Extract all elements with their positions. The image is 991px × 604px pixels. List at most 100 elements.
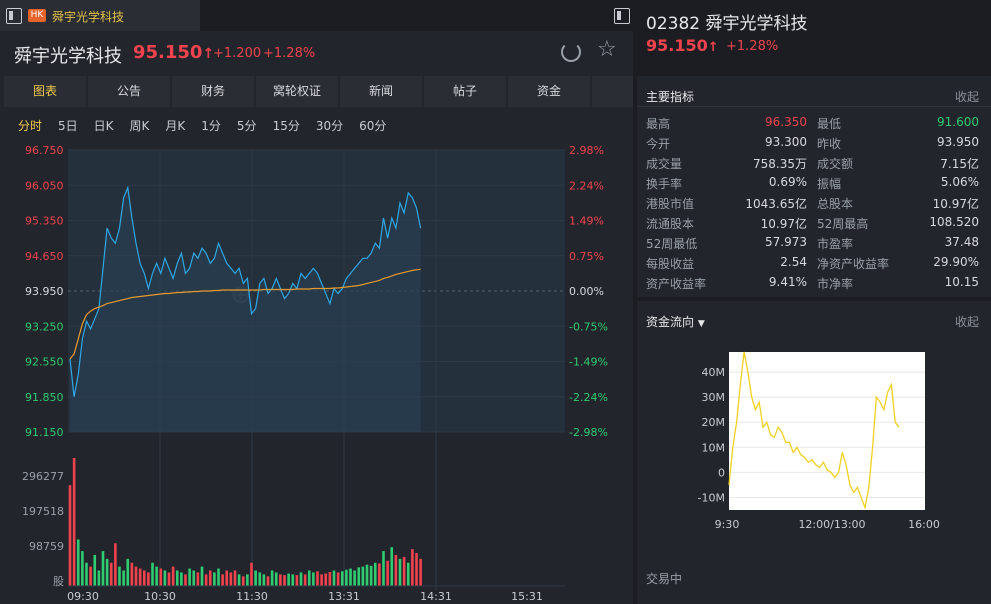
indicator-label: 成交额 bbox=[817, 157, 854, 171]
volume-bar bbox=[283, 575, 286, 586]
tab-1[interactable]: 公告 bbox=[88, 76, 170, 107]
tab-2[interactable]: 财务 bbox=[172, 76, 254, 107]
volume-bar bbox=[312, 572, 315, 586]
tab-6[interactable]: 资金 bbox=[508, 76, 590, 107]
price-tick-label: 93.250 bbox=[25, 320, 64, 333]
period-2[interactable]: 日K bbox=[93, 119, 114, 133]
quote-summary: 02382 舜宇光学科技 95.150↑ +1.28% bbox=[637, 0, 991, 76]
pct-tick-label: 1.49% bbox=[569, 215, 604, 228]
period-4[interactable]: 月K bbox=[165, 119, 186, 133]
indicator-item: 振幅 5.06% bbox=[817, 175, 979, 191]
period-8[interactable]: 30分 bbox=[315, 119, 344, 133]
volume-bar bbox=[72, 458, 76, 586]
volume-bar bbox=[81, 551, 84, 586]
period-0[interactable]: 分时 bbox=[18, 119, 43, 133]
price-tick-label: 93.950 bbox=[25, 285, 64, 298]
pct-tick-label: 2.24% bbox=[569, 179, 604, 192]
volume-bar bbox=[419, 558, 422, 586]
volume-bar bbox=[411, 549, 414, 586]
indicator-value: 10.97亿 bbox=[932, 197, 979, 211]
indicator-item: 换手率 0.69% bbox=[646, 175, 807, 191]
time-tick-label: 14:31 bbox=[420, 590, 452, 603]
volume-bar bbox=[415, 553, 418, 586]
volume-bar bbox=[402, 556, 406, 586]
indicator-value: 91.600 bbox=[937, 115, 979, 129]
flow-x-tick-label: 16:00 bbox=[908, 518, 940, 531]
period-5[interactable]: 1分 bbox=[201, 119, 221, 133]
indicator-item: 市盈率 37.48 bbox=[817, 235, 979, 251]
indicator-label: 净资产收益率 bbox=[817, 257, 890, 271]
period-3[interactable]: 周K bbox=[129, 119, 150, 133]
indicator-item: 总股本 10.97亿 bbox=[817, 195, 979, 211]
volume-tick-label: 98759 bbox=[29, 540, 64, 553]
indicator-label: 市净率 bbox=[817, 277, 854, 291]
volume-bar bbox=[369, 565, 373, 586]
time-tick-label: 09:30 bbox=[67, 590, 99, 603]
period-9[interactable]: 60分 bbox=[359, 119, 387, 133]
indicator-item: 最高 96.350 bbox=[646, 115, 807, 131]
window-tabbar: HK 舜宇光学科技 bbox=[0, 0, 633, 31]
flow-plot-area bbox=[729, 352, 925, 510]
panel-toggle-icon[interactable] bbox=[614, 8, 630, 24]
indicator-item: 资产收益率 9.41% bbox=[646, 275, 807, 291]
volume-bar bbox=[175, 570, 179, 586]
volume-bar bbox=[254, 570, 257, 586]
volume-bar bbox=[373, 562, 377, 586]
tab-3[interactable]: 窝轮权证 bbox=[256, 76, 338, 107]
volume-bar bbox=[171, 566, 175, 586]
time-tick-label: 11:30 bbox=[236, 590, 268, 603]
indicator-label: 昨收 bbox=[817, 137, 842, 151]
trading-status: 交易中 bbox=[646, 572, 683, 586]
volume-bar bbox=[101, 551, 105, 586]
volume-bar bbox=[200, 566, 204, 586]
volume-bar bbox=[324, 573, 328, 586]
sidebar-toggle-icon[interactable] bbox=[6, 8, 22, 24]
pct-tick-label: 0.75% bbox=[569, 250, 604, 263]
period-1[interactable]: 5日 bbox=[58, 119, 78, 133]
average-line bbox=[69, 268, 421, 360]
intraday-chart[interactable]: 96.750 96.050 95.350 94.650 93.950 93.250 92.5… bbox=[0, 140, 633, 604]
pct-tick-label: -2.98% bbox=[569, 426, 608, 439]
pct-tick-label: 0.00% bbox=[569, 285, 604, 298]
volume-bar bbox=[353, 570, 356, 586]
stock-tab[interactable]: HK 舜宇光学科技 bbox=[0, 0, 200, 31]
indicator-value: 96.350 bbox=[765, 115, 807, 129]
tab-0[interactable]: 图表 bbox=[4, 76, 86, 107]
price-tick-label: 96.050 bbox=[25, 179, 64, 192]
volume-bar bbox=[274, 572, 278, 586]
indicator-value: 0.69% bbox=[768, 175, 807, 189]
flow-x-tick-label: 9:30 bbox=[715, 518, 740, 531]
volume-bar bbox=[180, 572, 183, 586]
refresh-icon[interactable] bbox=[561, 42, 581, 62]
volume-bar bbox=[229, 572, 233, 586]
volume-bar bbox=[349, 568, 352, 586]
flow-y-tick-label: 30M bbox=[702, 391, 726, 404]
volume-bar bbox=[357, 567, 361, 586]
tab-7[interactable] bbox=[592, 76, 633, 107]
tab-4[interactable]: 新闻 bbox=[340, 76, 422, 107]
volume-bar bbox=[76, 539, 80, 586]
summary-change-pct: +1.28% bbox=[726, 39, 779, 54]
indicators-collapse-link[interactable]: 收起 bbox=[954, 90, 979, 104]
volume-bar bbox=[192, 570, 196, 586]
fund-flow-title[interactable]: 资金流向 ▼ bbox=[646, 315, 705, 329]
indicator-label: 成交量 bbox=[646, 157, 683, 171]
volume-bar bbox=[262, 574, 266, 586]
volume-bar bbox=[196, 572, 200, 586]
flow-y-tick-label: 0 bbox=[718, 466, 725, 479]
volume-bar bbox=[279, 574, 282, 586]
pct-tick-label: -1.49% bbox=[569, 356, 608, 369]
fund-flow-collapse-link[interactable]: 收起 bbox=[954, 315, 979, 329]
period-7[interactable]: 15分 bbox=[272, 119, 300, 133]
volume-bar bbox=[204, 574, 208, 586]
volume-bar bbox=[93, 554, 97, 586]
indicator-item: 流通股本 10.97亿 bbox=[646, 215, 807, 231]
star-icon[interactable]: ☆ bbox=[597, 37, 617, 62]
divider bbox=[637, 297, 991, 301]
period-6[interactable]: 5分 bbox=[236, 119, 257, 133]
volume-bar bbox=[114, 543, 117, 586]
volume-bar bbox=[378, 563, 381, 586]
summary-price: 95.150↑ bbox=[646, 36, 719, 55]
indicator-label: 市盈率 bbox=[817, 237, 854, 251]
tab-5[interactable]: 帖子 bbox=[424, 76, 506, 107]
